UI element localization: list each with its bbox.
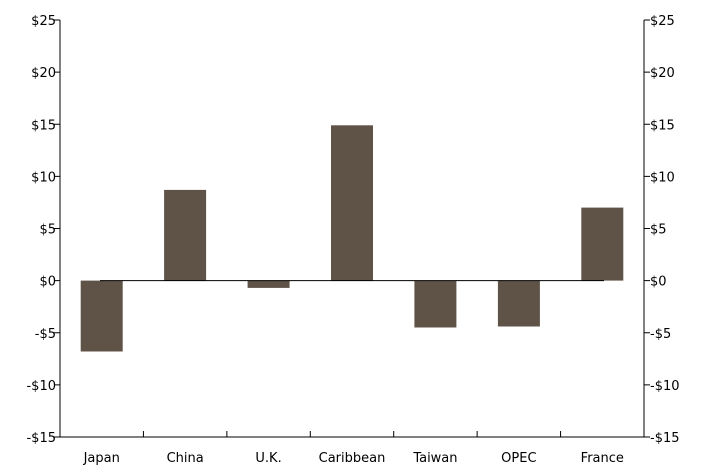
category-label: Japan <box>83 451 120 465</box>
right-tick-label: $25 <box>650 14 675 29</box>
left-tick-label: $25 <box>31 14 56 29</box>
right-tick-label: $15 <box>650 118 675 133</box>
category-label: France <box>581 451 624 465</box>
bar-japan <box>80 280 123 352</box>
right-tick-label: $20 <box>650 66 675 81</box>
left-tick-label: $5 <box>39 223 56 238</box>
category-label: Caribbean <box>319 451 386 465</box>
right-tick-label: $0 <box>650 275 667 290</box>
left-tick-label: -$5 <box>35 327 56 342</box>
category-labels: Japan China U.K. Caribbean Taiwan OPEC France <box>83 451 624 465</box>
right-tick-label: -$5 <box>650 327 671 342</box>
bar-opec <box>497 280 540 327</box>
bar-china <box>164 189 207 281</box>
category-label: Taiwan <box>412 451 457 465</box>
category-label: China <box>167 451 204 465</box>
right-tick-label: $5 <box>650 223 667 238</box>
right-tick-label: -$10 <box>650 379 680 394</box>
left-tick-label: $10 <box>31 170 56 185</box>
right-tick-label: -$15 <box>650 431 680 446</box>
left-tick-label: $15 <box>31 118 56 133</box>
left-tick-label: -$15 <box>26 431 56 446</box>
bar-taiwan <box>414 280 457 328</box>
right-tick-labels: $25 $20 $15 $10 $5 $0 -$5 -$10 -$15 <box>650 14 680 446</box>
bar-u-k- <box>247 280 290 288</box>
category-label: U.K. <box>255 451 281 465</box>
axes-group <box>54 19 650 438</box>
bar-france <box>581 207 624 281</box>
left-tick-label: -$10 <box>26 379 56 394</box>
left-tick-labels: $25 $20 $15 $10 $5 $0 -$5 -$10 -$15 <box>26 14 56 446</box>
left-tick-label: $20 <box>31 66 56 81</box>
left-tick-label: $0 <box>39 275 56 290</box>
bars-group <box>80 125 624 352</box>
category-label: OPEC <box>501 451 536 465</box>
right-tick-label: $10 <box>650 170 675 185</box>
bar-caribbean <box>331 125 373 281</box>
